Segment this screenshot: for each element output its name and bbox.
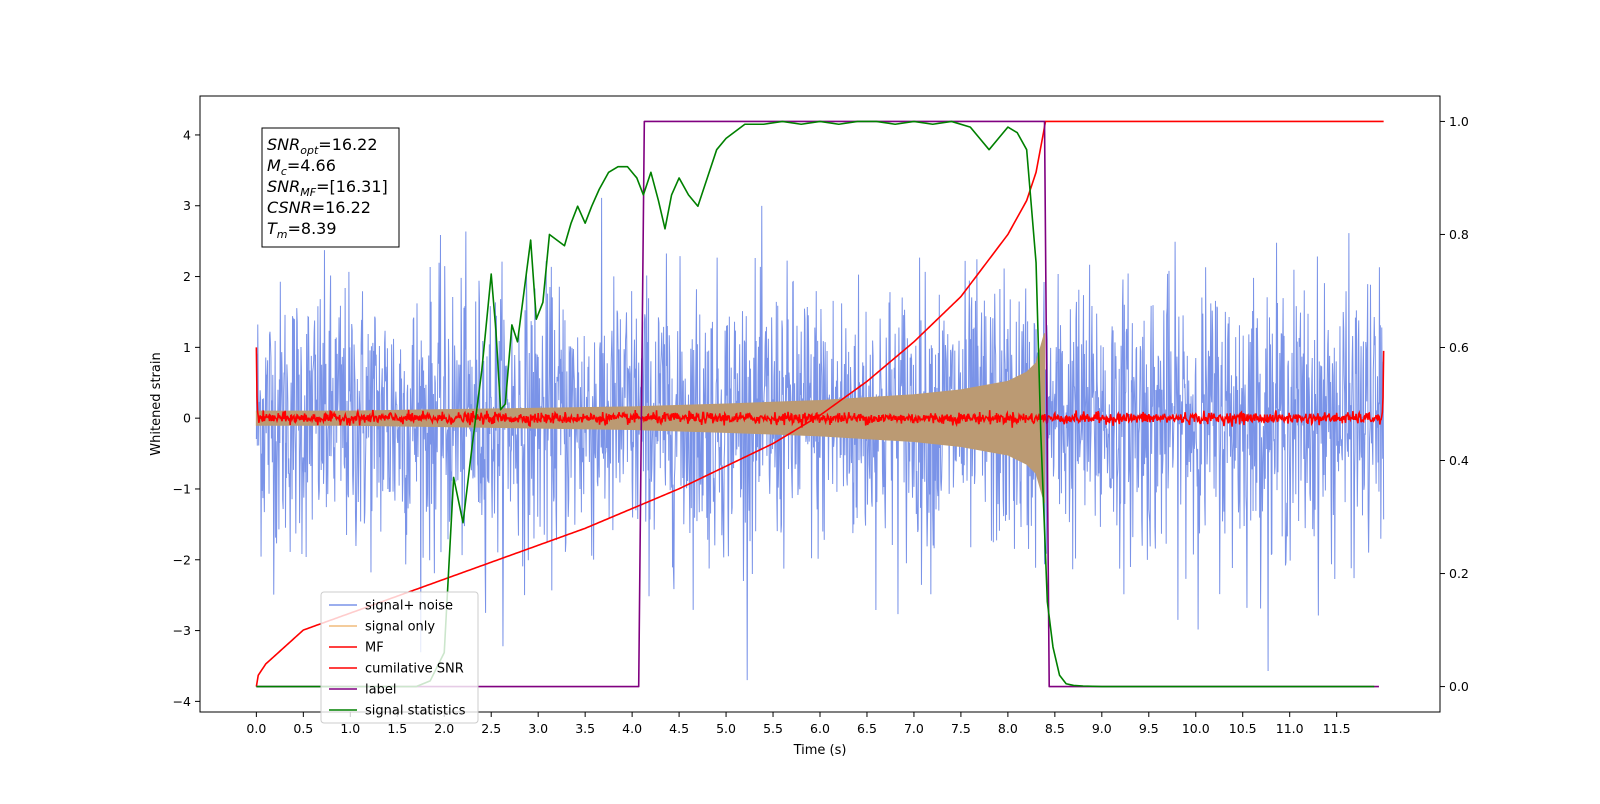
y-left-tick-label: −2 [173, 552, 191, 567]
x-tick-label: 3.5 [575, 721, 595, 736]
y-axis-label: Whitened strain [149, 352, 164, 455]
legend: signal+ noise signal only MF cumilative SNR… [320, 591, 479, 724]
y-axis-left: −4 −3 −2 −1 0 1 2 3 4 [173, 127, 200, 709]
x-tick-label: 11.0 [1276, 721, 1304, 736]
y-right-tick-label: 0.2 [1449, 566, 1469, 581]
y-left-tick-label: 0 [183, 411, 191, 426]
x-tick-label: 9.5 [1139, 721, 1159, 736]
y-right-tick-label: 0.0 [1449, 679, 1469, 694]
x-tick-label: 11.5 [1323, 721, 1351, 736]
x-tick-label: 8.5 [1045, 721, 1065, 736]
x-tick-label: 10.5 [1229, 721, 1257, 736]
legend-entry: MF [365, 641, 384, 656]
y-right-tick-label: 1.0 [1449, 114, 1469, 129]
y-left-tick-label: 1 [183, 340, 191, 355]
legend-frame [320, 591, 479, 724]
series-signal-statistics [256, 120, 1375, 688]
y-axis-right: 0.0 0.2 0.4 0.6 0.8 1.0 [1440, 114, 1469, 694]
legend-entry: signal only [365, 620, 435, 635]
x-tick-label: 2.5 [481, 721, 501, 736]
y-left-tick-label: −1 [173, 481, 191, 496]
legend-entry: cumilative SNR [365, 662, 464, 677]
x-tick-label: 8.0 [998, 721, 1018, 736]
x-tick-label: 6.5 [857, 721, 877, 736]
series-cumulative-snr [255, 120, 1384, 687]
legend-entry: signal statistics [365, 704, 466, 719]
x-axis: 0.0 0.5 1.0 1.5 2.0 2.5 3.0 3.5 4.0 4.5 5.0 5.5 6.0 6… [246, 712, 1351, 736]
x-tick-label: 7.0 [904, 721, 924, 736]
annotation-frame [261, 127, 400, 248]
y-left-tick-label: 3 [183, 198, 191, 213]
x-tick-label: 5.0 [716, 721, 736, 736]
annotation-line: SNRopt=16.22 [267, 135, 378, 157]
annotation-line: Tm=8.39 [267, 219, 337, 241]
y-right-tick-label: 0.6 [1449, 340, 1469, 355]
annotation-line: CSNR=16.22 [267, 198, 371, 217]
y-right-tick-label: 0.4 [1449, 453, 1469, 468]
annotation-box: SNRopt=16.22Mc=4.66SNRMF=[16.31]CSNR=16.… [261, 127, 400, 248]
series-mf [255, 347, 1385, 428]
x-tick-label: 7.5 [951, 721, 971, 736]
legend-entry: signal+ noise [365, 599, 453, 614]
x-tick-label: 4.5 [669, 721, 689, 736]
y-left-tick-label: 4 [183, 127, 191, 142]
x-tick-label: 0.5 [293, 721, 313, 736]
y-left-tick-label: 2 [183, 269, 191, 284]
x-tick-label: 1.0 [340, 721, 360, 736]
legend-entry: label [365, 683, 396, 698]
x-tick-label: 3.0 [528, 721, 548, 736]
x-tick-label: 2.0 [434, 721, 454, 736]
x-tick-label: 10.0 [1182, 721, 1210, 736]
x-tick-label: 1.5 [387, 721, 407, 736]
y-left-tick-label: −3 [173, 623, 191, 638]
x-tick-label: 4.0 [622, 721, 642, 736]
annotation-line: SNRMF=[16.31] [267, 177, 388, 199]
plot-area [255, 120, 1385, 688]
x-axis-label: Time (s) [793, 743, 847, 758]
x-tick-label: 5.5 [763, 721, 783, 736]
x-tick-label: 0.0 [246, 721, 266, 736]
y-left-tick-label: −4 [173, 694, 191, 709]
x-tick-label: 6.0 [810, 721, 830, 736]
annotation-line: Mc=4.66 [267, 156, 336, 178]
x-tick-label: 9.0 [1092, 721, 1112, 736]
y-right-tick-label: 0.8 [1449, 227, 1469, 242]
